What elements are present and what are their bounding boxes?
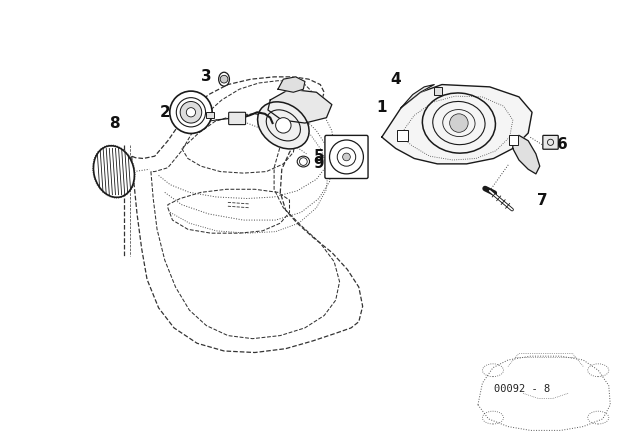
Text: 6: 6 bbox=[557, 137, 568, 152]
Polygon shape bbox=[268, 89, 332, 123]
Circle shape bbox=[276, 118, 291, 133]
Circle shape bbox=[342, 153, 350, 161]
Text: 4: 4 bbox=[390, 72, 401, 86]
Bar bbox=[397, 130, 408, 141]
Bar bbox=[509, 135, 518, 145]
FancyBboxPatch shape bbox=[543, 135, 558, 149]
Polygon shape bbox=[401, 85, 435, 108]
Polygon shape bbox=[513, 135, 540, 174]
Ellipse shape bbox=[170, 91, 212, 134]
Ellipse shape bbox=[297, 156, 310, 167]
Text: 8: 8 bbox=[109, 116, 119, 130]
Text: 3: 3 bbox=[201, 69, 212, 84]
Ellipse shape bbox=[257, 102, 309, 149]
FancyBboxPatch shape bbox=[228, 112, 246, 125]
Text: 00092 - 8: 00092 - 8 bbox=[494, 384, 550, 395]
Text: 9: 9 bbox=[314, 156, 324, 172]
Polygon shape bbox=[382, 85, 532, 164]
Circle shape bbox=[220, 75, 228, 83]
Ellipse shape bbox=[219, 72, 230, 86]
Text: 2: 2 bbox=[159, 105, 170, 120]
Bar bbox=[206, 112, 214, 118]
Text: 1: 1 bbox=[377, 100, 387, 115]
Bar bbox=[435, 87, 442, 95]
Circle shape bbox=[450, 114, 468, 132]
Ellipse shape bbox=[93, 146, 134, 198]
FancyBboxPatch shape bbox=[325, 135, 368, 178]
Text: 7: 7 bbox=[537, 193, 547, 207]
Circle shape bbox=[180, 102, 202, 123]
Circle shape bbox=[186, 108, 196, 117]
Text: 5: 5 bbox=[314, 149, 324, 164]
Polygon shape bbox=[278, 77, 305, 92]
